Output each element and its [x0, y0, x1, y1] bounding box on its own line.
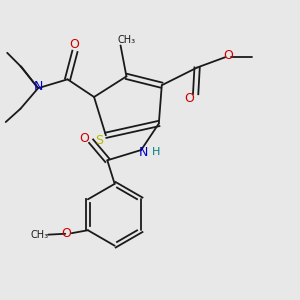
Text: O: O: [184, 92, 194, 105]
Text: N: N: [34, 80, 43, 93]
Text: O: O: [69, 38, 79, 51]
Text: H: H: [152, 147, 161, 158]
Text: O: O: [224, 49, 234, 62]
Text: O: O: [61, 227, 71, 240]
Text: O: O: [80, 132, 90, 145]
Text: N: N: [139, 146, 148, 159]
Text: CH₃: CH₃: [31, 230, 49, 240]
Text: S: S: [95, 134, 104, 147]
Text: CH₃: CH₃: [117, 34, 136, 45]
